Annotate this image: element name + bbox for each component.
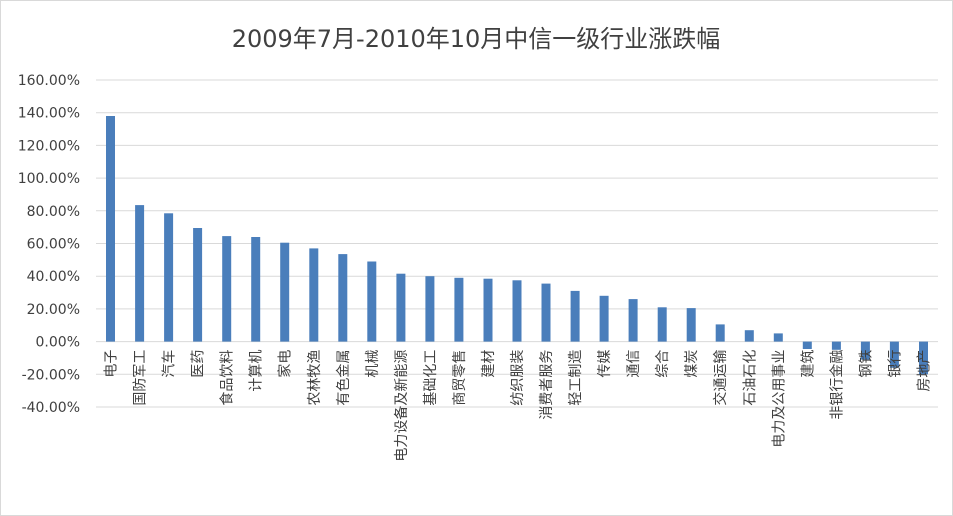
y-tick-label: 140.00%: [18, 106, 80, 122]
bar-26: [860, 341, 870, 360]
bar-21: [715, 324, 725, 342]
bar-10: [396, 273, 406, 342]
bar-18: [628, 299, 638, 342]
category-label: 建材: [481, 350, 497, 378]
y-tick-label: 80.00%: [27, 204, 80, 220]
category-label: 机械: [365, 350, 381, 378]
y-tick-label: 0.00%: [36, 335, 80, 351]
bar-22: [744, 330, 754, 342]
y-tick-label: 40.00%: [27, 269, 80, 285]
category-label: 医药: [191, 350, 207, 378]
category-label: 汽车: [161, 350, 178, 378]
category-label: 基础化工: [422, 350, 439, 406]
category-label: 非银行金融: [829, 350, 845, 420]
bar-12: [454, 277, 464, 342]
bar-3: [193, 228, 203, 342]
y-tick-label: 60.00%: [27, 237, 80, 253]
bar-1: [135, 205, 145, 342]
category-label: 综合: [655, 350, 671, 378]
category-label: 电子: [104, 350, 120, 378]
category-label: 银行: [887, 350, 903, 378]
category-label: 农林牧渔: [307, 350, 323, 406]
category-label: 有色金属: [335, 350, 352, 406]
bar-7: [309, 248, 319, 342]
bar-25: [831, 341, 841, 350]
category-label: 煤炭: [684, 350, 700, 378]
bar-27: [889, 341, 899, 368]
bar-19: [657, 307, 667, 342]
bar-24: [802, 341, 812, 349]
category-label: 消费者服务: [539, 350, 555, 420]
category-label: 房地产: [916, 350, 932, 392]
x-axis-category-labels: 电子 国防军工 汽车 医药 食品饮料 计算机 家电 农林牧渔 有色金属 机械 电力设备及新能源 基础化…: [104, 350, 933, 462]
bar-9: [367, 261, 377, 342]
y-tick-label: 20.00%: [27, 302, 80, 318]
chart-title: 2009年7月-2010年10月中信一级行业涨跌幅: [232, 25, 721, 53]
bar-14: [512, 280, 522, 342]
bar-0: [106, 116, 115, 342]
category-label: 轻工制造: [568, 350, 584, 406]
bar-13: [483, 278, 493, 342]
category-label: 商贸零售: [452, 350, 468, 406]
bar-17: [599, 295, 609, 342]
y-tick-label: 160.00%: [18, 73, 80, 89]
bars: [106, 116, 928, 375]
category-label: 国防军工: [133, 350, 149, 406]
category-label: 电力及公用事业: [771, 350, 787, 448]
category-label: 纺织服装: [510, 350, 526, 406]
bar-28: [919, 341, 928, 375]
bar-16: [570, 290, 580, 342]
category-label: 计算机: [249, 350, 265, 392]
bar-2: [164, 213, 174, 342]
category-label: 传媒: [597, 350, 613, 378]
y-tick-label: -20.00%: [22, 367, 80, 383]
category-label: 食品饮料: [219, 350, 236, 406]
category-label: 交通运输: [712, 350, 729, 406]
category-label: 钢铁: [858, 350, 874, 378]
category-label: 建筑: [800, 350, 816, 378]
bar-23: [773, 333, 783, 342]
category-label: 家电: [277, 350, 294, 378]
category-label: 通信: [626, 350, 642, 378]
category-label: 电力设备及新能源: [393, 350, 410, 462]
y-tick-label: 100.00%: [18, 171, 80, 187]
y-tick-label: 120.00%: [18, 138, 80, 154]
bar-8: [338, 254, 348, 342]
bar-20: [686, 308, 696, 342]
y-tick-label: -40.00%: [22, 400, 80, 416]
bar-6: [280, 242, 290, 342]
bar-4: [222, 236, 232, 342]
bar-5: [251, 237, 261, 342]
bar-11: [425, 276, 435, 342]
gridlines: [96, 79, 938, 408]
category-label: 石油石化: [742, 350, 758, 406]
y-axis-tick-labels: -40.00% -20.00% 0.00% 20.00% 40.00% 60.00% 80.…: [18, 73, 80, 416]
bar-15: [541, 283, 551, 342]
